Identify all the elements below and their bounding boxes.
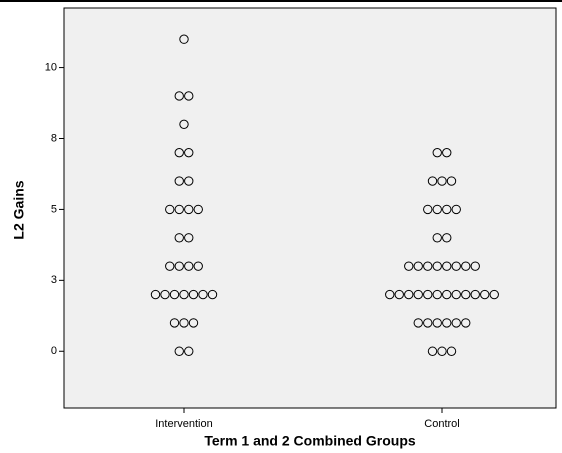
y-tick-label: 10 — [45, 61, 57, 73]
dot — [184, 176, 194, 186]
dot — [165, 204, 175, 215]
dot — [160, 289, 170, 300]
dot — [451, 318, 461, 328]
dot — [184, 147, 194, 158]
dot — [432, 233, 442, 243]
dot — [179, 289, 189, 300]
dot — [174, 91, 184, 101]
y-tick-label: 3 — [51, 274, 57, 286]
dot — [413, 261, 423, 271]
dot — [442, 261, 452, 271]
dot — [427, 346, 438, 356]
dot — [446, 176, 457, 186]
dot — [432, 147, 442, 158]
dot — [442, 204, 452, 215]
dot — [404, 261, 414, 271]
x-tick-label: Intervention — [155, 418, 212, 430]
dot — [169, 318, 180, 328]
dot — [461, 261, 471, 271]
dot — [193, 204, 203, 215]
dot — [174, 176, 184, 186]
dot — [451, 289, 461, 300]
dot — [404, 289, 414, 300]
dot — [179, 119, 189, 130]
dot — [385, 289, 395, 300]
dot — [437, 346, 447, 356]
dot — [174, 346, 184, 356]
dot — [198, 289, 208, 300]
dot — [174, 261, 184, 271]
dot — [423, 204, 433, 215]
dot — [461, 289, 471, 300]
dot — [442, 233, 452, 243]
y-tick-label: 8 — [51, 132, 57, 144]
dot — [188, 318, 199, 328]
dot — [480, 289, 490, 300]
dot — [184, 233, 194, 243]
dot — [442, 318, 452, 328]
dot — [179, 34, 189, 44]
dot — [174, 147, 184, 158]
dot — [451, 261, 461, 271]
dot — [165, 261, 175, 271]
y-tick-label: 0 — [51, 345, 57, 357]
y-tick-label: 5 — [51, 203, 57, 215]
plot-area — [63, 7, 557, 409]
dot — [394, 289, 404, 300]
dot — [470, 261, 480, 271]
dot — [184, 91, 194, 101]
x-tick-label: Control — [424, 418, 459, 430]
dot — [179, 318, 189, 328]
dot — [451, 204, 461, 215]
dot — [432, 318, 442, 328]
dot — [442, 289, 452, 300]
dot — [423, 318, 433, 328]
dot — [442, 147, 452, 158]
dot — [432, 204, 442, 215]
x-axis-title: Term 1 and 2 Combined Groups — [204, 433, 416, 449]
dot — [470, 289, 480, 300]
dot — [174, 233, 184, 243]
dot — [169, 289, 180, 300]
dot — [188, 289, 199, 300]
y-axis-title: L2 Gains — [11, 180, 27, 239]
dot — [423, 289, 433, 300]
dot — [432, 289, 442, 300]
dot — [413, 318, 423, 328]
dot — [432, 261, 442, 271]
dot — [461, 318, 471, 328]
dot — [489, 289, 499, 300]
dot — [446, 346, 457, 356]
dot — [423, 261, 433, 271]
dot — [184, 261, 194, 271]
dot — [207, 289, 218, 300]
dot — [184, 204, 194, 215]
dot — [193, 261, 203, 271]
dot — [174, 204, 184, 215]
dot — [427, 176, 438, 186]
dot — [150, 289, 161, 300]
dot — [413, 289, 423, 300]
dot — [437, 176, 447, 186]
dot — [184, 346, 194, 356]
